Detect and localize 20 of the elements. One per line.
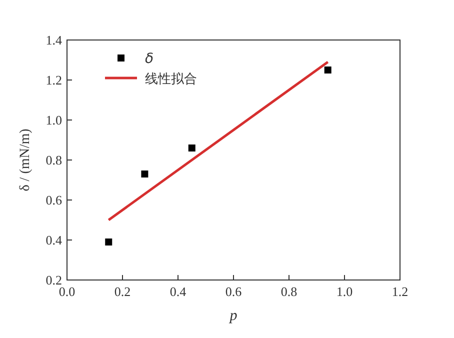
y-tick-label: 1.2 [46,72,62,88]
x-tick-label: 0.2 [114,284,131,299]
y-tick-label: 0.6 [46,192,62,208]
y-axis-title: δ / (mN/m) [18,128,33,192]
x-tick-label: 1.0 [336,284,353,299]
x-tick-label: 0.4 [170,284,187,299]
y-tick-label: 0.8 [46,152,62,168]
x-tick-label: 0.6 [225,284,242,299]
x-tick-label: 1.2 [392,284,408,299]
legend-label: δ [145,51,154,67]
y-tick-label: 1.0 [46,112,62,128]
x-axis-title: p [228,308,238,324]
y-tick-label: 0.4 [46,232,62,248]
y-tick-label: 1.4 [46,32,62,48]
legend-label: 线性拟合 [145,72,197,87]
point [105,238,112,246]
point [141,170,148,178]
point [188,144,196,152]
point [324,66,332,74]
x-tick-label: 0.8 [280,284,298,299]
